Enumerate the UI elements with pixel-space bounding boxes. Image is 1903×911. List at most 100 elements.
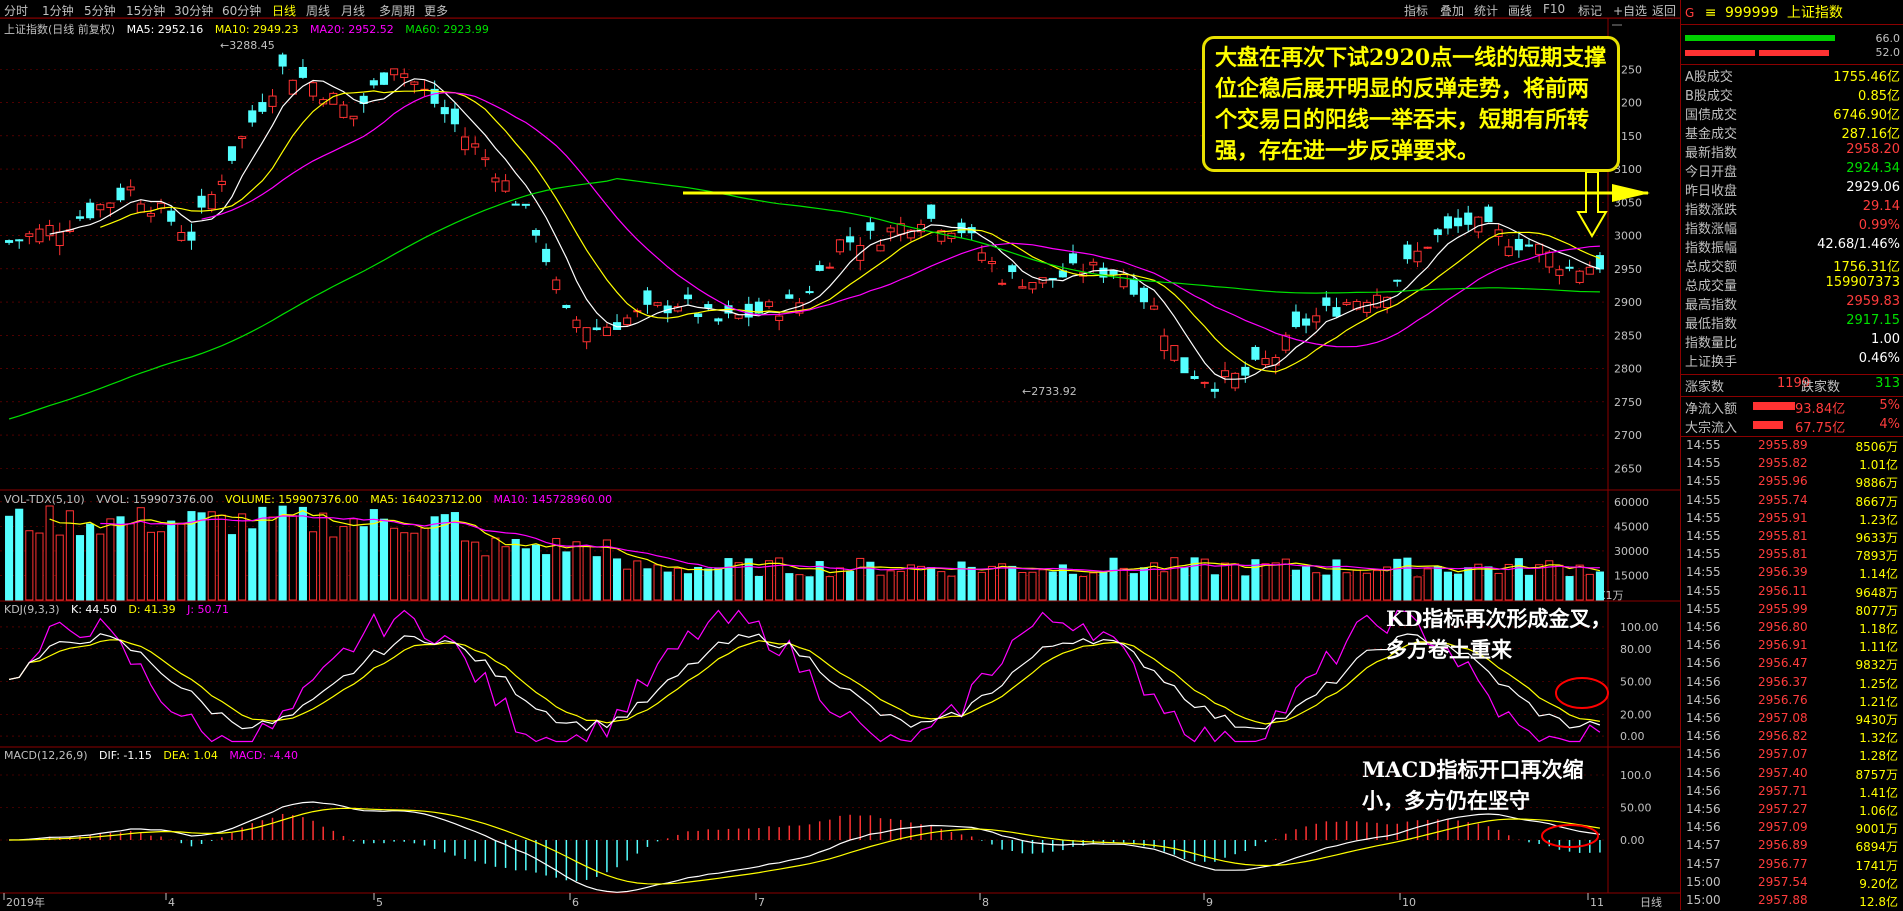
volume-bar <box>187 511 196 601</box>
ma10-label: MA10: 2949.23 <box>214 23 299 36</box>
candle-body <box>1454 217 1463 227</box>
quote-row: 昨日收盘 2929.06 <box>1683 180 1902 199</box>
volume-bar <box>1322 574 1331 601</box>
candle-body <box>937 230 946 242</box>
volume-bar <box>1504 563 1513 601</box>
quote-value: 0.99% <box>1858 218 1900 233</box>
vol-ma5-label: MA5: 164023712.00 <box>370 493 482 506</box>
toolbar-button-3[interactable]: 画线 <box>1508 4 1533 18</box>
volume-bar <box>126 523 135 601</box>
period-tab-9[interactable]: 多周期 <box>379 4 416 18</box>
toolbar-button-5[interactable]: 标记 <box>1578 4 1603 18</box>
volume-bar <box>1352 569 1361 601</box>
toolbar-button-0[interactable]: 指标 <box>1404 4 1429 18</box>
quote-row: 指数量比 1.00 <box>1683 332 1902 351</box>
volume-bar <box>1079 576 1088 601</box>
tick-time: 14:56 <box>1686 692 1721 707</box>
vol-ma10-line <box>100 515 1600 572</box>
volume-bar <box>35 532 44 601</box>
price-tick-label: 2700 <box>1614 429 1642 442</box>
price-tick-label: 3250 <box>1614 63 1642 76</box>
volume-label: VOLUME: 159907376.00 <box>225 493 359 506</box>
candle-body <box>369 80 378 86</box>
candle-body <box>1362 301 1371 313</box>
volume-bar <box>461 540 470 601</box>
volume-bar <box>1170 557 1179 601</box>
volume-bar <box>5 515 14 601</box>
candle-body <box>1281 334 1290 351</box>
volume-bar <box>96 533 105 601</box>
candle-body <box>238 136 247 139</box>
menu-icon[interactable]: ≡ <box>1704 5 1717 21</box>
candle-body <box>1372 294 1382 308</box>
candle-body <box>572 319 581 329</box>
period-tab-3[interactable]: 15分钟 <box>126 4 166 18</box>
volume-bar <box>694 566 703 601</box>
vol-tick-label: 45000 <box>1614 520 1649 533</box>
volume-bar <box>1433 565 1442 601</box>
candle-body <box>349 115 358 120</box>
toolbar-button-6[interactable]: +自选 <box>1613 4 1648 18</box>
quote-value: 0.46% <box>1858 351 1900 366</box>
tick-volume: 8077万 <box>1855 603 1898 618</box>
tick-price: 2956.37 <box>1758 674 1808 689</box>
period-tab-4[interactable]: 30分钟 <box>174 4 214 18</box>
candle-body <box>1200 381 1209 384</box>
volume-bar <box>197 512 206 601</box>
kdj-tick-label: 50.00 <box>1620 676 1652 689</box>
tick-price: 2955.99 <box>1758 601 1808 616</box>
tick-price: 2957.88 <box>1758 893 1808 907</box>
toolbar-button-1[interactable]: 叠加 <box>1440 4 1465 18</box>
tick-time: 14:55 <box>1686 565 1721 580</box>
volume-bar <box>1220 562 1230 601</box>
period-tab-5[interactable]: 60分钟 <box>222 4 262 18</box>
quote-value: 29.14 <box>1862 199 1900 214</box>
x-tick-label: 7 <box>758 896 765 909</box>
tick-price: 2957.40 <box>1758 765 1808 780</box>
tick-time: 14:56 <box>1686 747 1721 762</box>
volume-bar <box>258 506 267 601</box>
period-tab-10[interactable]: 更多 <box>424 4 449 18</box>
quote-value: 2917.15 <box>1846 313 1900 328</box>
tick-volume: 9430万 <box>1855 713 1898 727</box>
kdj-k-line <box>8 633 1601 732</box>
tick-price: 2955.81 <box>1758 529 1808 543</box>
x-tick-label: 8 <box>982 896 989 909</box>
candle-body <box>126 186 135 191</box>
period-tab-2[interactable]: 5分钟 <box>84 4 116 18</box>
tick-row: 14:56 2956.47 9832万 <box>1683 656 1902 674</box>
candle-body <box>86 202 95 219</box>
volume-bar <box>927 567 936 601</box>
volume-bar <box>298 506 307 601</box>
toolbar-button-4[interactable]: F10 <box>1543 2 1566 16</box>
tick-volume: 1.25亿 <box>1859 676 1898 691</box>
quote-value: 287.16亿 <box>1841 127 1901 142</box>
candle-body <box>846 236 855 243</box>
period-tab-6[interactable]: 日线 <box>272 4 297 18</box>
macd-dea-line <box>9 807 1600 885</box>
volume-bar <box>552 537 561 601</box>
candle-body <box>248 110 257 123</box>
tick-volume: 9832万 <box>1855 658 1898 673</box>
period-tab-7[interactable]: 周线 <box>306 4 331 18</box>
period-tab-0[interactable]: 分时 <box>4 4 29 18</box>
period-tab-1[interactable]: 1分钟 <box>42 4 74 18</box>
macd-tick-label: 50.00 <box>1620 802 1652 815</box>
candle-body <box>268 95 277 107</box>
volume-bar <box>359 526 368 601</box>
x-tick-label: 2019年 <box>6 895 45 909</box>
volume-bar <box>1058 564 1067 601</box>
candle-body <box>15 239 24 242</box>
flow-row: 净流入额 93.84亿 5% <box>1683 398 1902 417</box>
candle-body <box>643 290 652 305</box>
volume-bar <box>775 557 784 601</box>
volume-bar <box>339 526 348 601</box>
toolbar-button-2[interactable]: 统计 <box>1474 4 1499 18</box>
quote-label: 最低指数 <box>1685 317 1738 332</box>
quote-row: 指数涨幅 0.99% <box>1683 218 1902 237</box>
period-tab-8[interactable]: 月线 <box>341 4 366 18</box>
flow-value: 93.84亿 <box>1795 402 1846 417</box>
toolbar-button-7[interactable]: 返回 <box>1652 4 1677 18</box>
candle-body <box>612 322 622 330</box>
volume-bar <box>1312 572 1321 601</box>
